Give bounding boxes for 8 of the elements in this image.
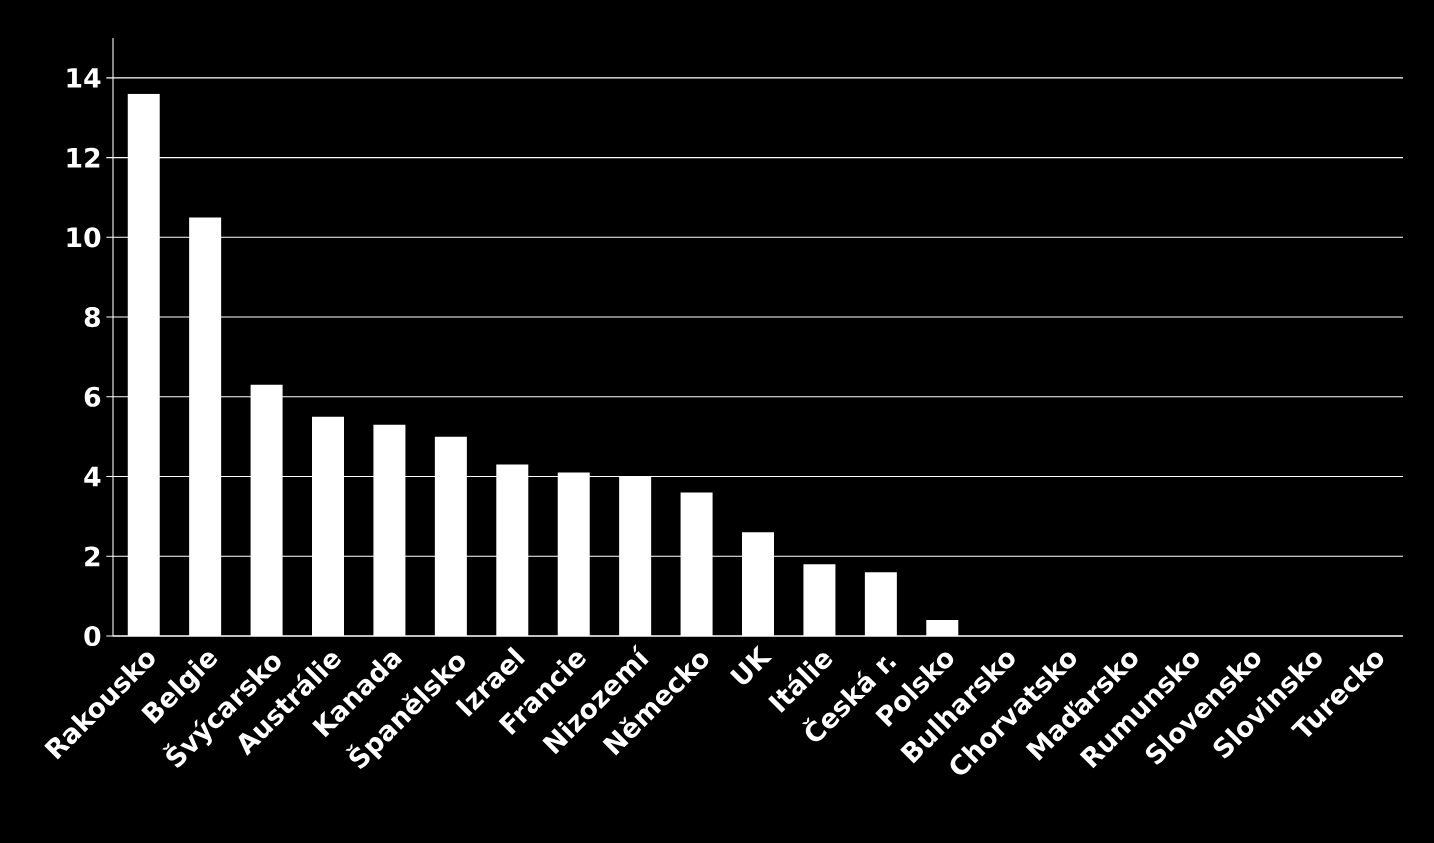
y-tick-label: 12: [67, 147, 100, 168]
y-tick-label: 10: [67, 227, 101, 248]
y-tick-label: 8: [84, 306, 100, 328]
y-tick-label: 14: [67, 68, 101, 88]
y-tick-label: 0: [84, 625, 101, 647]
y-tick-label: 4: [84, 466, 101, 487]
y-tick-label: 2: [85, 546, 100, 567]
y-tick-label: 6: [84, 386, 101, 407]
